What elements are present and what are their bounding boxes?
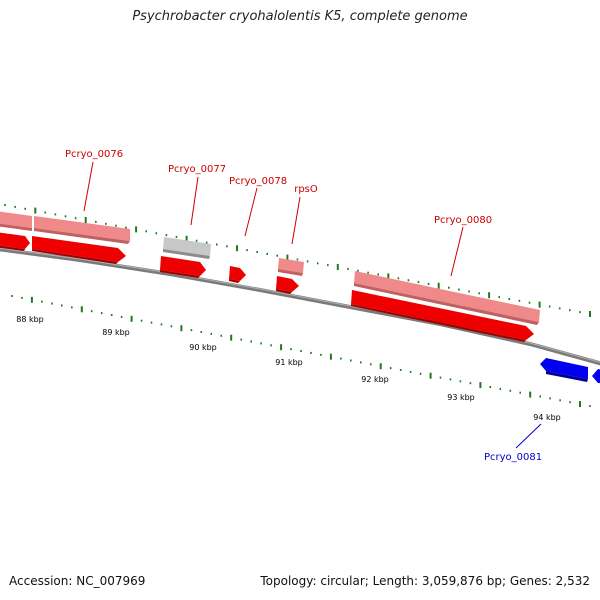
gene-pcryo0076-arrow[interactable]: [32, 236, 126, 262]
gene-pcryo0080-arrow-shadow: [351, 304, 526, 342]
feature-pcryo0077-bar[interactable]: [163, 237, 211, 256]
gene-pcryo0081-arrow-shadow: [546, 371, 588, 382]
gene-rpso-arrow-shadow: [276, 289, 292, 294]
gene-pcryo0081-arrow[interactable]: [540, 358, 588, 379]
gene-pcryo0078-arrow-shadow: [229, 279, 240, 283]
outer-tick-track: [4, 204, 591, 317]
gene-pcryo0076-outer-bar[interactable]: [34, 216, 130, 241]
scale-label-93kbp: 93 kbp: [447, 393, 475, 402]
callout-line-pcryo0080: [450, 226, 464, 277]
genome-summary-text: Topology: circular; Length: 3,059,876 bp…: [260, 574, 590, 588]
gene-label-pcryo0078[interactable]: Pcryo_0078: [229, 176, 287, 187]
callout-line-pcryo0077: [190, 176, 199, 226]
gene-pcryo0078-arrow[interactable]: [229, 266, 246, 281]
gene-pcryo0075-arrow[interactable]: [0, 232, 30, 249]
callout-line-pcryo0076: [83, 161, 94, 212]
gene-pcryo0077-arrow-shadow: [160, 270, 200, 278]
gene-pcryo0075-arrow-shadow: [0, 245, 25, 251]
map-title: Psychrobacter cryohalolentis K5, complet…: [132, 9, 468, 24]
scale-label-88kbp: 88 kbp: [16, 315, 44, 324]
gene-pcryo0075-outer-bar[interactable]: [0, 211, 32, 228]
gene-label-rpso[interactable]: rpsO: [294, 184, 318, 195]
gene-rpso-arrow[interactable]: [276, 276, 299, 292]
gene-label-pcryo0080[interactable]: Pcryo_0080: [434, 215, 492, 226]
gene-pcryo0082-arrow[interactable]: [592, 369, 600, 384]
gene-pcryo0076-arrow-shadow: [32, 249, 118, 264]
callout-line-rpso: [291, 196, 301, 245]
callout-line-pcryo0081: [515, 423, 542, 449]
inner-tick-track: [11, 295, 591, 408]
gene-pcryo0076-outer-shadow: [34, 228, 130, 244]
callout-line-pcryo0078: [244, 187, 258, 237]
genome-backbone: [0, 247, 600, 366]
gene-pcryo0080-arrow[interactable]: [351, 290, 534, 340]
scale-label-89kbp: 89 kbp: [102, 328, 130, 337]
gene-rpso-outer-shadow: [278, 269, 303, 276]
scale-label-94kbp: 94 kbp: [533, 413, 561, 422]
gene-label-pcryo0081[interactable]: Pcryo_0081: [484, 452, 542, 463]
gene-label-pcryo0077[interactable]: Pcryo_0077: [168, 164, 226, 175]
gene-pcryo0080-outer-bar[interactable]: [354, 271, 540, 322]
accession-text: Accession: NC_007969: [9, 574, 146, 588]
gene-pcryo0075-outer-shadow: [0, 223, 32, 231]
gene-pcryo0080-outer-shadow: [354, 283, 539, 325]
gene-rpso-outer-bar[interactable]: [278, 258, 304, 273]
feature-pcryo0077-shadow: [163, 249, 210, 259]
scale-label-91kbp: 91 kbp: [275, 358, 303, 367]
gene-label-pcryo0076[interactable]: Pcryo_0076: [65, 149, 123, 160]
scale-label-90kbp: 90 kbp: [189, 343, 217, 352]
scale-label-92kbp: 92 kbp: [361, 375, 389, 384]
gene-pcryo0077-arrow[interactable]: [160, 256, 206, 276]
